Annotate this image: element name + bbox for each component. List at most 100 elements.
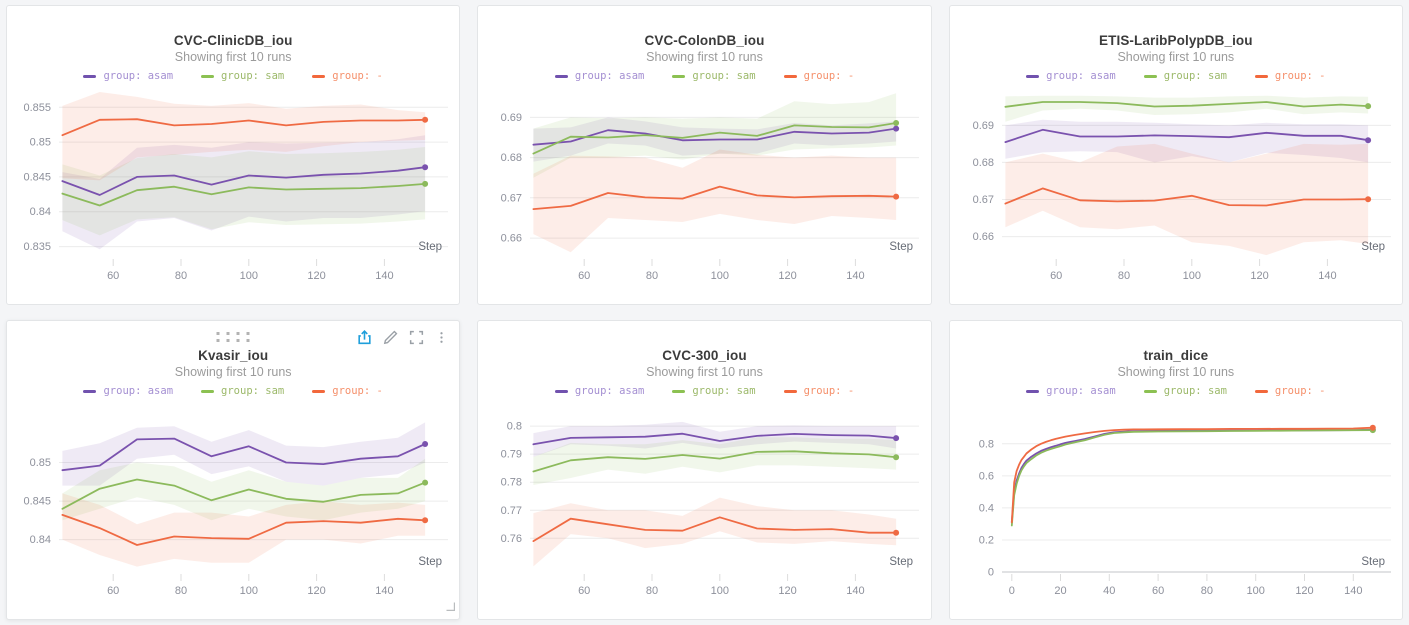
chart-legend: group: asam group: sam group: - — [478, 69, 930, 83]
legend-item-asam: group: asam — [83, 70, 173, 82]
svg-text:60: 60 — [107, 270, 119, 282]
svg-text:Step: Step — [1361, 241, 1385, 253]
svg-text:120: 120 — [1295, 585, 1313, 597]
svg-text:0.85: 0.85 — [30, 137, 51, 149]
svg-text:80: 80 — [1200, 585, 1212, 597]
svg-text:0.4: 0.4 — [978, 502, 993, 514]
svg-text:140: 140 — [847, 585, 865, 597]
svg-text:100: 100 — [711, 270, 729, 282]
legend-dash-icon — [312, 389, 326, 393]
svg-text:80: 80 — [175, 585, 187, 597]
svg-text:60: 60 — [578, 585, 590, 597]
svg-text:100: 100 — [1246, 585, 1264, 597]
legend-item-none: group: - — [1254, 70, 1326, 82]
svg-text:0.845: 0.845 — [23, 171, 51, 183]
chart-plot[interactable]: 0.855 0.85 0.845 0.84 0.835 60 80 100 120 140 Step — [11, 86, 455, 291]
panel-toolbar — [356, 329, 449, 346]
legend-item-asam: group: asam — [554, 70, 644, 82]
legend-dash-icon — [1026, 389, 1040, 393]
svg-text:0.8: 0.8 — [507, 421, 522, 433]
legend-item-sam: group: sam — [201, 385, 284, 397]
svg-text:80: 80 — [646, 270, 658, 282]
svg-text:120: 120 — [779, 270, 797, 282]
chart-plot[interactable]: 0.8 0.6 0.4 0.2 0 0 20 40 60 80 100 120 140 Step — [954, 401, 1398, 606]
chart-title: train_dice — [1143, 348, 1209, 363]
svg-text:0.69: 0.69 — [972, 120, 993, 132]
chart-subtitle: Showing first 10 runs — [646, 50, 763, 64]
chart-title: ETIS-LaribPolypDB_iou — [1099, 33, 1253, 48]
svg-text:0.66: 0.66 — [972, 231, 993, 243]
legend-item-asam: group: asam — [1026, 70, 1116, 82]
chart-panel-cvc-clinicdb[interactable]: CVC-ClinicDB_iou Showing first 10 runs g… — [6, 5, 461, 305]
svg-text:120: 120 — [307, 270, 325, 282]
chart-plot[interactable]: 0.69 0.68 0.67 0.66 60 80 100 120 140 Step — [954, 86, 1398, 291]
chart-panel-train-dice[interactable]: train_dice Showing first 10 runs group: … — [948, 320, 1403, 620]
chart-title: CVC-300_iou — [662, 348, 747, 363]
svg-text:100: 100 — [240, 585, 258, 597]
chart-subtitle: Showing first 10 runs — [1117, 50, 1235, 64]
legend-dash-icon — [672, 74, 686, 78]
svg-text:0.835: 0.835 — [23, 241, 51, 253]
legend-item-sam: group: sam — [1143, 70, 1227, 82]
svg-text:40: 40 — [1103, 585, 1115, 597]
legend-item-sam: group: sam — [672, 385, 756, 397]
svg-text:0.79: 0.79 — [501, 449, 522, 461]
chart-plot[interactable]: 0.85 0.845 0.84 60 80 100 120 140 Step — [11, 401, 455, 606]
resize-handle-icon[interactable] — [446, 598, 456, 616]
legend-item-asam: group: asam — [83, 385, 173, 397]
svg-text:120: 120 — [1250, 270, 1268, 282]
svg-text:0.855: 0.855 — [23, 102, 51, 114]
svg-text:0.68: 0.68 — [501, 152, 522, 164]
chart-legend: group: asam group: sam group: - — [7, 69, 459, 83]
chart-title: Kvasir_iou — [198, 348, 269, 363]
svg-text:80: 80 — [1118, 270, 1130, 282]
chart-subtitle: Showing first 10 runs — [646, 365, 763, 379]
legend-dash-icon — [312, 74, 326, 78]
svg-text:120: 120 — [779, 585, 797, 597]
svg-text:0.8: 0.8 — [978, 438, 993, 450]
chart-plot[interactable]: 0.8 0.79 0.78 0.77 0.76 60 80 100 120 140 Step — [482, 401, 926, 606]
drag-handle-icon[interactable] — [216, 332, 250, 342]
svg-text:100: 100 — [711, 585, 729, 597]
svg-text:0.78: 0.78 — [501, 477, 522, 489]
svg-text:140: 140 — [847, 270, 865, 282]
svg-text:0.67: 0.67 — [972, 194, 993, 206]
chart-panel-etis-laribpolypdb[interactable]: ETIS-LaribPolypDB_iou Showing first 10 r… — [948, 5, 1403, 305]
chart-legend: group: asam group: sam group: - — [7, 384, 459, 398]
svg-text:140: 140 — [1318, 270, 1336, 282]
legend-dash-icon — [554, 389, 568, 393]
chart-plot[interactable]: 0.69 0.68 0.67 0.66 60 80 100 120 140 Step — [482, 86, 926, 291]
svg-text:60: 60 — [107, 585, 119, 597]
svg-text:80: 80 — [175, 270, 187, 282]
svg-text:0.6: 0.6 — [978, 470, 993, 482]
fullscreen-icon[interactable] — [408, 329, 425, 346]
chart-panel-cvc-colondb[interactable]: CVC-ColonDB_iou Showing first 10 runs gr… — [477, 5, 932, 305]
svg-text:0.68: 0.68 — [972, 157, 993, 169]
chart-title: CVC-ClinicDB_iou — [173, 33, 293, 48]
svg-text:Step: Step — [890, 556, 914, 568]
more-options-icon[interactable] — [434, 329, 449, 346]
legend-dash-icon — [672, 389, 686, 393]
export-icon[interactable] — [356, 329, 373, 346]
chart-panel-kvasir[interactable]: Kvasir_iou Showing first 10 runs group: … — [6, 320, 461, 620]
legend-item-none: group: - — [312, 70, 383, 82]
chart-legend: group: asam group: sam group: - — [950, 384, 1402, 398]
svg-text:0: 0 — [1008, 585, 1014, 597]
svg-text:60: 60 — [578, 270, 590, 282]
svg-text:0.2: 0.2 — [978, 535, 993, 547]
svg-text:0.84: 0.84 — [30, 206, 51, 218]
legend-dash-icon — [1026, 74, 1040, 78]
chart-subtitle: Showing first 10 runs — [174, 50, 292, 64]
chart-panel-cvc-300[interactable]: CVC-300_iou Showing first 10 runs group:… — [477, 320, 932, 620]
legend-item-asam: group: asam — [554, 385, 644, 397]
chart-legend: group: asam group: sam group: - — [478, 384, 930, 398]
legend-dash-icon — [83, 74, 97, 78]
svg-text:0.69: 0.69 — [501, 112, 522, 124]
svg-text:60: 60 — [1152, 585, 1164, 597]
svg-text:0.845: 0.845 — [23, 496, 51, 508]
chart-legend: group: asam group: sam group: - — [950, 69, 1402, 83]
edit-icon[interactable] — [382, 329, 399, 346]
legend-dash-icon — [783, 74, 797, 78]
chart-subtitle: Showing first 10 runs — [174, 365, 292, 379]
